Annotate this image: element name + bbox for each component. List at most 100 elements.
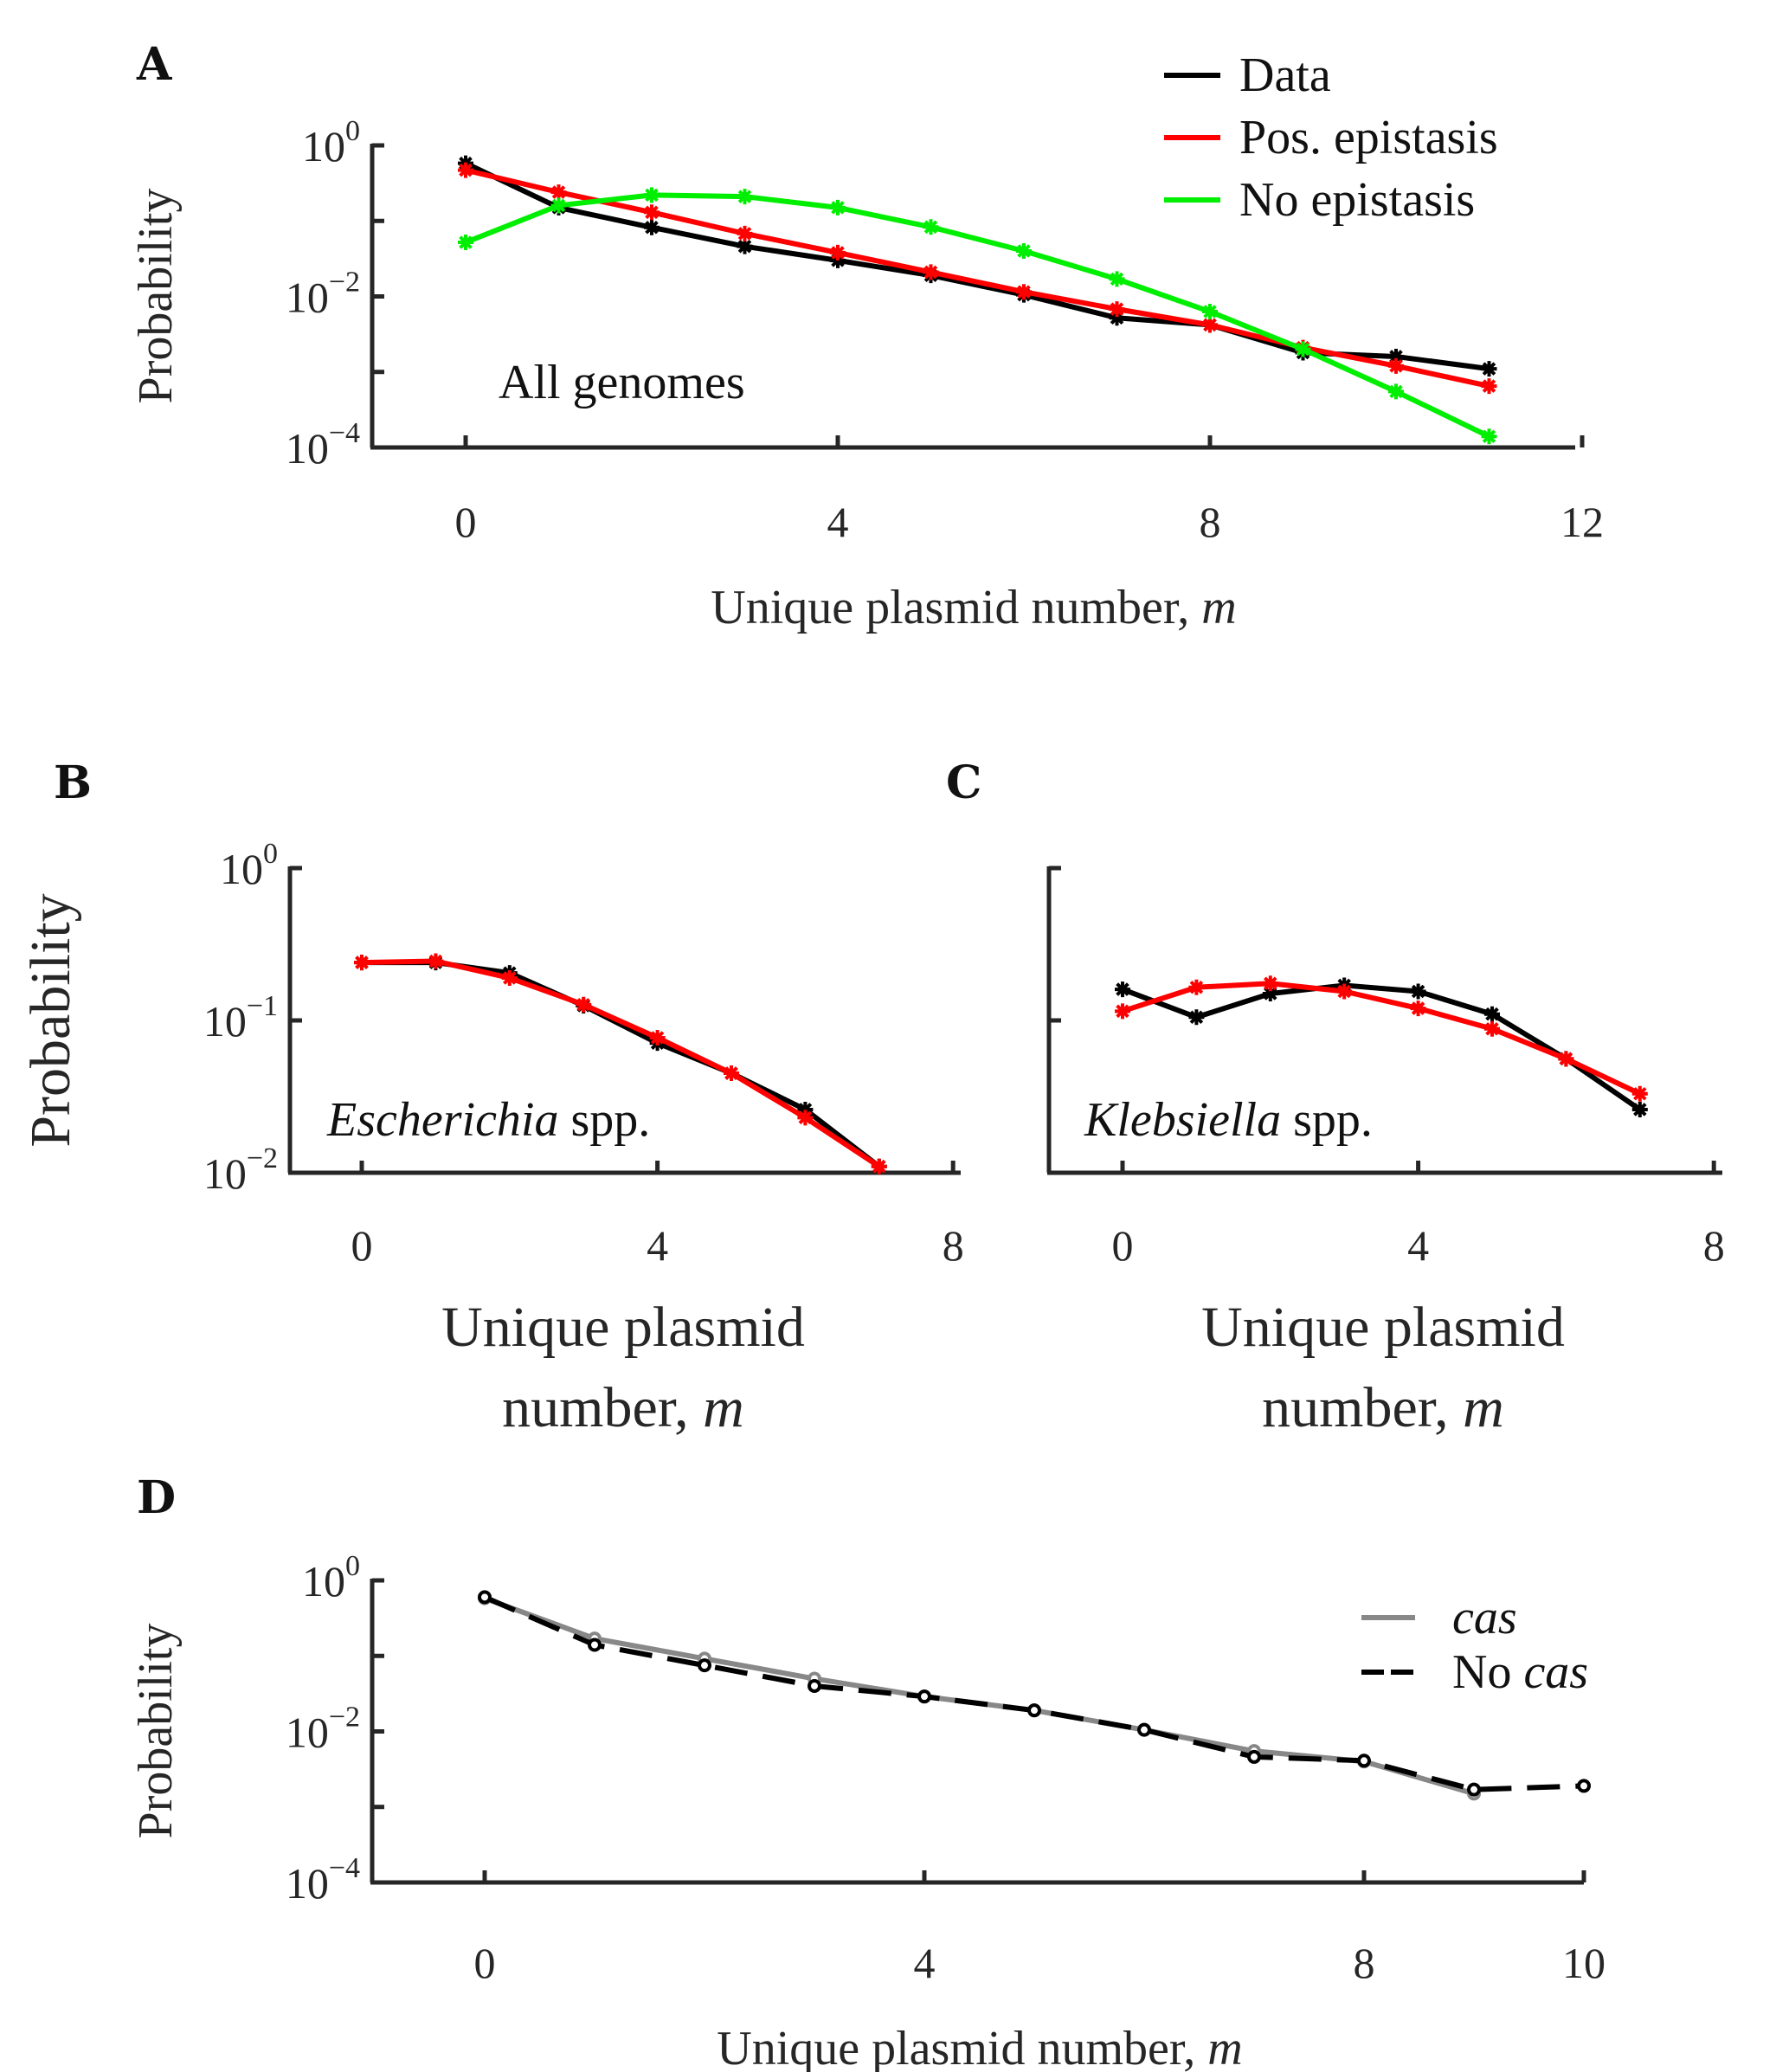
y-tick-base: 10 [286,273,329,322]
data-point [1336,983,1353,1000]
y-tick-label: 100 [302,115,360,171]
y-tick-label: 10−2 [203,1142,278,1198]
data-point [724,1065,739,1082]
x-tick-label: 0 [1112,1221,1134,1270]
data-point [1262,975,1278,992]
x-tick-label: 0 [474,1939,496,1987]
series-1 [478,1590,1591,1797]
x-tick-label: 10 [1562,1939,1605,1987]
data-point [644,187,660,203]
data-point [923,219,939,235]
x-tick-label: 8 [1703,1221,1725,1270]
data-point [644,204,660,221]
x-tick-label: 4 [827,498,849,546]
y-tick-exponent: −2 [329,1702,360,1734]
legend-entry: No cas [1452,1645,1588,1699]
x-axis-label-line2: number, m [1262,1376,1504,1439]
data-point [1247,1749,1261,1764]
y-tick-label: 100 [302,1550,360,1605]
y-tick-exponent: −2 [329,267,360,299]
legend-entry: No epistasis [1239,173,1475,227]
data-point [917,1689,931,1704]
y-tick-base: 10 [220,845,263,893]
series-0 [478,1591,1481,1801]
data-point [737,225,753,241]
data-point [1577,1779,1591,1793]
y-tick-exponent: −1 [247,990,278,1022]
y-tick-exponent: −4 [329,1852,360,1884]
annotation-genus: Klebsiella [1084,1093,1281,1147]
data-point [737,238,753,254]
x-axis-label: Unique plasmid number, m [717,2022,1242,2072]
legend-italic: cas [1523,1645,1588,1699]
y-tick-base: 10 [302,1557,345,1605]
annotation-genus: Escherichia [326,1093,558,1147]
panel-annotation: Klebsiella spp. [1084,1093,1373,1147]
y-tick-base: 10 [286,1859,329,1908]
data-point [1484,1006,1500,1022]
panel-c: C 0 4 8 Unique plasmid number, m Klebsiella sp… [946,756,1725,1439]
y-tick-base: 10 [286,424,329,473]
series-line [464,192,1490,439]
data-point [1109,310,1125,326]
data-point [576,996,592,1013]
data-point [1410,1001,1426,1017]
legend-entry: Pos. epistasis [1239,111,1498,164]
legend-entry: Data [1239,48,1331,102]
data-point [1388,357,1404,374]
x-tick-label: 8 [1354,1939,1375,1987]
x-axis-label: Unique plasmid number, m [711,581,1236,634]
data-point [1558,1051,1574,1067]
data-point [649,1029,666,1046]
data-point [1388,383,1404,400]
series-group [478,1590,1591,1801]
panel-label: C [946,756,981,809]
data-point [1631,1101,1648,1117]
data-point [1188,979,1205,995]
x-axis-label-variable: m [1463,1376,1504,1439]
panel-label: D [137,1471,176,1524]
series-1 [354,953,887,1174]
x-tick-label: 0 [455,498,477,546]
x-tick-label: 4 [1407,1221,1429,1270]
x-tick-label: 4 [647,1221,668,1270]
data-point [1357,1753,1371,1768]
data-point [830,199,846,216]
data-point [1295,341,1311,357]
data-point [550,184,567,201]
series-group [354,953,887,1174]
x-tick-label: 4 [914,1939,936,1987]
data-point [1016,242,1032,259]
data-point [923,264,939,280]
data-point [428,953,444,969]
y-tick-exponent: 0 [345,115,360,147]
y-tick-exponent: 0 [263,838,278,870]
y-tick-label: 10−2 [286,1702,360,1757]
legend-prefix: No [1452,1645,1523,1699]
y-tick-base: 10 [203,1149,247,1198]
data-point [458,162,473,178]
y-axis-label: Probability [129,1624,183,1839]
data-point [808,1678,821,1693]
data-point [478,1590,492,1605]
series-2 [458,187,1497,445]
data-point [1467,1782,1481,1797]
series-line [1121,982,1642,1112]
data-point [1481,361,1497,377]
data-point [1481,428,1497,445]
series-group [1115,975,1648,1117]
y-tick-base: 10 [302,122,345,171]
x-axis-label-variable: m [1201,581,1236,634]
data-point [550,197,567,214]
y-tick-base: 10 [203,997,247,1046]
y-tick-label: 10−4 [286,417,360,473]
data-point [354,955,370,971]
legend-italic: cas [1452,1591,1517,1644]
